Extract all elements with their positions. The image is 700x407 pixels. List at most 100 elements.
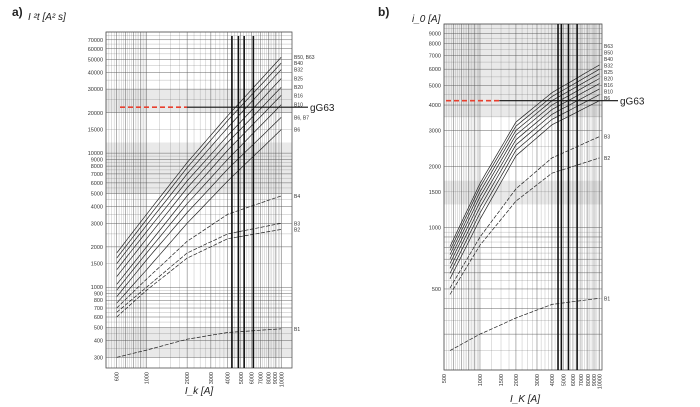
curve-label: B25 (604, 70, 613, 76)
y-tick-label: 1500 (91, 262, 103, 268)
series-line-b40 (116, 62, 282, 259)
y-tick-label: 700 (94, 306, 103, 312)
y-tick-label: 9000 (91, 157, 103, 163)
y-tick-label: 2000 (91, 245, 103, 251)
y-tick-label: 70000 (88, 38, 103, 44)
series-line-b3 (449, 136, 600, 289)
y-tick-label: 50000 (88, 57, 103, 63)
series-line-b6-b7 (116, 117, 282, 297)
curve-label: B3 (294, 221, 300, 227)
grid-band (444, 180, 602, 205)
x-tick-label: 10000 (597, 374, 603, 389)
y-tick-label: 30000 (88, 87, 103, 93)
chart-panel-a: a) I ²t [A² s]I_k [A]30040050060070080090… (12, 5, 335, 397)
curve-label: B32 (294, 68, 303, 74)
x-tick-label: 10000 (279, 372, 285, 387)
y-tick-label: 400 (94, 339, 103, 345)
reference-label: gG63 (620, 97, 645, 108)
series-line-b16 (116, 95, 282, 285)
curve-label: B40 (294, 61, 303, 67)
x-tick-label: 2000 (185, 372, 191, 384)
series-line-b20 (116, 86, 282, 277)
panel-letter: b) (378, 5, 389, 19)
series-group (116, 56, 282, 358)
x-tick-label: 9000 (273, 372, 279, 384)
x-tick-label: 6000 (571, 374, 577, 386)
series-line-b25 (116, 78, 282, 271)
y-tick-label: 4000 (91, 204, 103, 210)
y-tick-label: 3000 (429, 128, 441, 134)
curve-label: B50 (604, 51, 613, 57)
series-line-b32 (116, 69, 282, 264)
y-tick-label: 1000 (429, 226, 441, 232)
series-line-b3 (116, 222, 282, 313)
x-tick-label: 4000 (226, 372, 232, 384)
curve-label: B1 (294, 327, 300, 333)
curve-label: B32 (604, 64, 613, 70)
y-tick-label: 20000 (88, 111, 103, 117)
x-tick-label: 8000 (266, 372, 272, 384)
x-tick-label: 4000 (550, 374, 556, 386)
curve-label: B4 (294, 194, 300, 200)
curve-label: B10 (294, 103, 303, 109)
curve-label: B16 (294, 93, 303, 99)
x-tick-label: 5000 (239, 372, 245, 384)
series-line-b1 (116, 328, 282, 358)
series-line-b10 (116, 104, 282, 291)
reference-label: gG63 (310, 103, 335, 114)
x-tick-label: 1000 (145, 372, 151, 384)
curve-label: B16 (604, 83, 613, 89)
y-tick-label: 900 (94, 291, 103, 297)
x-tick-label: 5000 (561, 374, 567, 386)
x-gridlines (105, 32, 282, 368)
x-tick-label: 7000 (579, 374, 585, 386)
y-tick-label: 7000 (429, 54, 441, 60)
curve-label: B25 (294, 77, 303, 83)
series-line-b6 (116, 129, 282, 304)
curve-label: B10 (604, 90, 613, 96)
y-tick-label: 500 (94, 326, 103, 332)
x-tick-label: 3000 (535, 374, 541, 386)
x-tick-label: 7000 (258, 372, 264, 384)
y-tick-label: 8000 (91, 164, 103, 170)
curve-label: B6, B7 (294, 115, 309, 121)
curve-label: B2 (294, 227, 300, 233)
y-axis-label: i_0 [A] (412, 14, 441, 25)
curve-label: B1 (604, 296, 610, 302)
y-tick-label: 60000 (88, 47, 103, 53)
curve-label: B20 (294, 85, 303, 91)
x-gridlines (443, 24, 600, 370)
grid-band (444, 24, 602, 117)
chart-panel-b: b) i_0 [A] I_K [A] 500 1000 1500 2000 3000 4000 5… (378, 5, 645, 405)
curve-label: B40 (604, 57, 613, 63)
x-tick-label: 600 (115, 372, 121, 381)
y-tick-label: 600 (94, 315, 103, 321)
x-axis-label: I_K [A] (510, 394, 540, 405)
grid-band (106, 89, 292, 113)
y-tick-label: 40000 (88, 70, 103, 76)
x-tick-label: 9000 (592, 374, 598, 386)
y-tick-label: 15000 (88, 128, 103, 134)
y-tick-label: 10000 (88, 151, 103, 157)
y-tick-label: 7000 (91, 172, 103, 178)
x-tick-label: 2000 (514, 374, 520, 386)
series-line-b50-b63 (116, 56, 282, 254)
y-tick-label: 5000 (91, 192, 103, 198)
y-tick-label: 1000 (91, 285, 103, 291)
y-tick-label: 300 (94, 355, 103, 361)
panel-letter: a) (12, 5, 23, 19)
y-tick-label: 2000 (429, 164, 441, 170)
x-tick-label: 1500 (499, 374, 505, 386)
curve-label: B3 (604, 135, 610, 141)
x-tick-label: 6000 (249, 372, 255, 384)
x-tick-label: 500 (442, 374, 448, 383)
curve-label: B50, B63 (294, 55, 315, 61)
y-tick-label: 8000 (429, 42, 441, 48)
y-axis-label: I ²t [A² s] (28, 12, 66, 23)
curve-label: B6 (294, 128, 300, 134)
y-tick-label: 6000 (429, 67, 441, 73)
y-tick-label: 800 (94, 298, 103, 304)
x-tick-label: 3000 (209, 372, 215, 384)
y-tick-label: 3000 (91, 221, 103, 227)
